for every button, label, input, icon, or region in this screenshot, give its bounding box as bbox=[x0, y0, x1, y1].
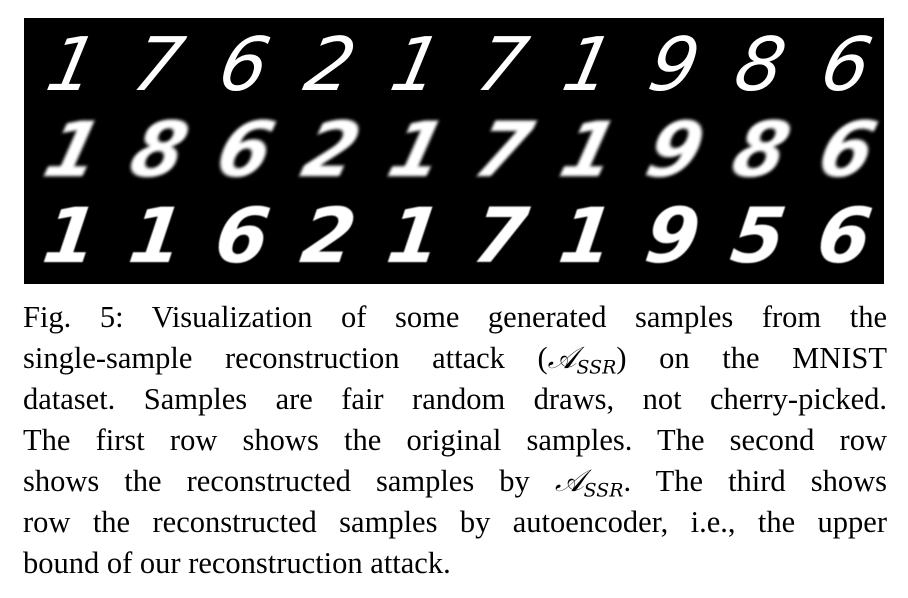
digit-sample: 1 bbox=[36, 106, 111, 195]
digit-sample: 9 bbox=[642, 22, 707, 108]
digit-sample: 8 bbox=[724, 106, 799, 195]
caption-line-7: bound of our reconstruction attack. bbox=[23, 546, 451, 580]
caption-text: ) on the MNIST bbox=[616, 341, 887, 375]
digit-sample: 1 bbox=[38, 192, 103, 281]
caption-line-6: row the reconstructed samples by autoenc… bbox=[23, 505, 887, 539]
caption-text: shows the reconstructed samples by bbox=[23, 464, 555, 498]
digit-sample: 6 bbox=[210, 192, 275, 281]
caption-text: . The third shows bbox=[623, 464, 887, 498]
caption-line-4: The first row shows the original samples… bbox=[23, 423, 887, 457]
digit-sample: 1 bbox=[382, 192, 447, 281]
digit-sample: 7 bbox=[470, 22, 535, 108]
math-assr: 𝒜SSR bbox=[554, 464, 624, 502]
math-symbol: 𝒜 bbox=[547, 341, 577, 376]
digit-sample: 6 bbox=[208, 106, 283, 195]
digit-sample: 7 bbox=[466, 106, 541, 195]
caption-line-1: Fig. 5: Visualization of some generated … bbox=[23, 300, 887, 334]
digit-sample: 8 bbox=[728, 22, 793, 108]
caption-line-5: shows the reconstructed samples by 𝒜SSR.… bbox=[23, 461, 887, 502]
math-subscript: SSR bbox=[583, 479, 624, 502]
digit-sample: 9 bbox=[638, 106, 713, 195]
digit-sample: 2 bbox=[296, 192, 361, 281]
digit-sample: 9 bbox=[640, 192, 705, 281]
digit-sample: 2 bbox=[294, 106, 369, 195]
digit-sample: 1 bbox=[380, 106, 455, 195]
digit-sample: 7 bbox=[126, 22, 191, 108]
caption-line-2: single-sample reconstruction attack (𝒜SS… bbox=[23, 338, 887, 379]
digit-sample: 1 bbox=[40, 22, 105, 108]
digit-sample: 6 bbox=[814, 22, 879, 108]
math-subscript: SSR bbox=[576, 356, 617, 379]
figure-caption: Fig. 5: Visualization of some generated … bbox=[23, 297, 887, 584]
caption-line-3: dataset. Samples are fair random draws, … bbox=[23, 382, 887, 416]
digit-sample: 7 bbox=[468, 192, 533, 281]
digit-sample: 6 bbox=[812, 192, 877, 281]
digit-sample: 1 bbox=[556, 22, 621, 108]
caption-text: single-sample reconstruction attack ( bbox=[23, 341, 548, 375]
digit-sample: 1 bbox=[124, 192, 189, 281]
digit-sample: 6 bbox=[810, 106, 884, 195]
digit-sample: 6 bbox=[212, 22, 277, 108]
digit-sample: 1 bbox=[384, 22, 449, 108]
digit-sample: 5 bbox=[726, 192, 791, 281]
digit-grid: 1 7 6 2 1 7 1 9 8 61 8 6 2 1 7 1 9 8 61 1 6 2 1 7 1 9 5 6 bbox=[36, 22, 884, 281]
math-assr: 𝒜SSR bbox=[547, 341, 617, 379]
digit-sample: 1 bbox=[552, 106, 627, 195]
digit-sample: 1 bbox=[554, 192, 619, 281]
math-symbol: 𝒜 bbox=[554, 464, 584, 499]
digit-sample: 2 bbox=[298, 22, 363, 108]
digit-sample: 8 bbox=[122, 106, 197, 195]
